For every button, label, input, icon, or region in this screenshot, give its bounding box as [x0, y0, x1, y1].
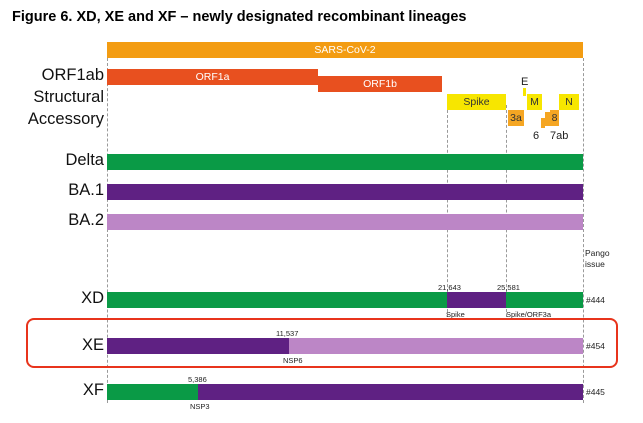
e-gene-bar [523, 88, 526, 96]
xe-breakpoint: 11,537 [276, 329, 299, 338]
orf1b-label: ORF1b [363, 78, 397, 90]
xd-breakpoint-2: 25,581 [497, 283, 520, 292]
orf8-bar: 8 [550, 110, 559, 126]
ba2-row-label: BA.2 [68, 211, 104, 229]
xd-bar-ba1-segment [447, 292, 506, 308]
xe-region: NSP6 [283, 356, 303, 365]
guide-line-spike-start [447, 105, 448, 317]
xe-bar-ba1-segment [107, 338, 289, 354]
guide-line-genome-start [107, 58, 108, 403]
orf1a-label: ORF1a [195, 71, 230, 83]
xd-region-2: Spike/ORF3a [506, 310, 552, 319]
xf-breakpoint: 5,386 [188, 375, 207, 384]
orf1ab-row-label: ORF1ab [41, 66, 104, 84]
accessory-row-label: Accessory [27, 110, 104, 128]
xf-bar-ba1-segment [198, 384, 583, 400]
xe-row-label: XE [81, 336, 104, 354]
pango-issue-header-line1: Pango [585, 248, 610, 258]
spike-label: Spike [463, 96, 490, 108]
n-gene-bar: N [559, 94, 579, 110]
xd-row-label: XD [81, 289, 104, 307]
structural-row-label: Structural [33, 88, 104, 106]
figure-title: Figure 6. XD, XE and XF – newly designat… [12, 9, 467, 25]
xe-highlight-box [26, 318, 618, 368]
xf-pango-issue: #445 [586, 387, 605, 397]
delta-row-label: Delta [65, 151, 104, 169]
sars-cov2-label: SARS-CoV-2 [314, 44, 376, 56]
ba1-row-label: BA.1 [68, 181, 104, 199]
m-gene-bar: M [527, 94, 542, 110]
m-gene-label: M [530, 96, 539, 108]
xd-region-1: Spike [446, 310, 465, 319]
orf3a-label: 3a [510, 112, 522, 124]
delta-bar [107, 154, 583, 170]
orf7ab-label: 7ab [550, 130, 569, 142]
xf-region: NSP3 [190, 402, 210, 411]
ba1-bar [107, 184, 583, 200]
orf6-bar [541, 118, 545, 128]
orf7ab-bar [545, 112, 551, 126]
orf8-label: 8 [551, 112, 558, 124]
orf3a-bar: 3a [508, 110, 524, 126]
guide-line-genome-end [583, 58, 584, 403]
xd-breakpoint-1: 21,643 [438, 283, 461, 292]
xe-bar-ba2-segment [289, 338, 583, 354]
xd-bar-delta-segment-1 [107, 292, 447, 308]
xd-pango-issue: #444 [586, 295, 605, 305]
ba2-bar [107, 214, 583, 230]
orf1b-bar: ORF1b [318, 76, 442, 92]
xe-pango-issue: #454 [586, 341, 605, 351]
pango-issue-header-line2: issue [585, 259, 605, 269]
orf1a-bar: ORF1a [107, 69, 318, 85]
spike-bar: Spike [447, 94, 506, 110]
orf6-label: 6 [533, 130, 540, 142]
n-gene-label: N [565, 96, 573, 108]
e-gene-label: E [521, 76, 529, 88]
xf-bar-delta-segment [107, 384, 198, 400]
xd-bar-delta-segment-2 [506, 292, 583, 308]
xf-row-label: XF [82, 381, 104, 399]
guide-line-spike-end [506, 105, 507, 317]
sars-cov2-bar: SARS-CoV-2 [107, 42, 583, 58]
